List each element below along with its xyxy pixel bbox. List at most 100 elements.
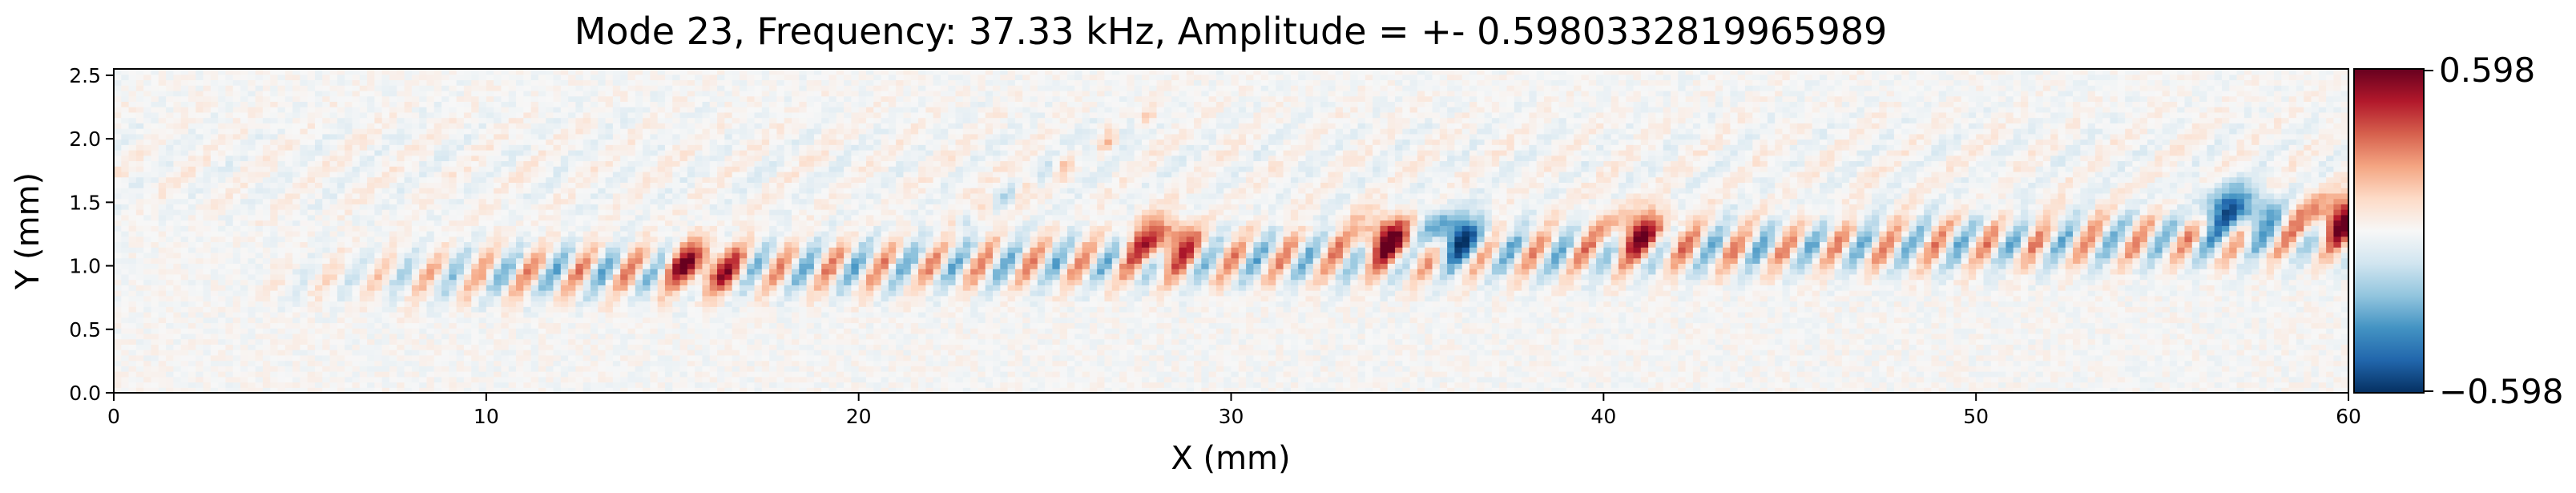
- heatmap-cell: [1030, 344, 1038, 350]
- heatmap-cell: [1990, 350, 1999, 356]
- heatmap-cell: [1841, 333, 1850, 340]
- heatmap-cell: [1328, 376, 1336, 383]
- heatmap-cell: [1215, 366, 1224, 372]
- heatmap-cell: [1477, 344, 1486, 350]
- heatmap-cell: [1215, 382, 1224, 388]
- heatmap-cell: [203, 360, 212, 366]
- heatmap-cell: [1335, 312, 1344, 318]
- heatmap-cell: [1707, 366, 1716, 372]
- heatmap-cell: [792, 328, 800, 334]
- heatmap-cell: [2221, 312, 2230, 318]
- heatmap-cell: [1968, 360, 1977, 366]
- heatmap-cell: [1045, 322, 1053, 329]
- heatmap-cell: [494, 382, 502, 388]
- heatmap-cell: [1134, 366, 1143, 372]
- heatmap-cell: [329, 366, 338, 372]
- heatmap-cell: [1342, 366, 1351, 372]
- heatmap-cell: [1834, 344, 1843, 350]
- heatmap-cell: [2094, 328, 2103, 334]
- heatmap-cell: [940, 376, 949, 383]
- heatmap-cell: [1536, 306, 1545, 313]
- heatmap-cell: [747, 317, 756, 324]
- heatmap-cell: [180, 317, 189, 324]
- heatmap-cell: [1409, 371, 1418, 378]
- heatmap-cell: [1402, 344, 1411, 350]
- heatmap-cell: [1134, 322, 1143, 329]
- heatmap-cell: [1671, 366, 1679, 372]
- heatmap-cell: [739, 301, 748, 307]
- heatmap-cell: [1529, 344, 1538, 350]
- heatmap-cell: [1522, 387, 1530, 393]
- heatmap-cell: [903, 387, 912, 393]
- heatmap-cell: [1990, 387, 1999, 393]
- heatmap-cell: [1514, 322, 1522, 329]
- heatmap-cell: [187, 328, 196, 334]
- heatmap-cell: [1268, 322, 1276, 329]
- heatmap-cell: [1097, 366, 1106, 372]
- heatmap-cell: [650, 312, 659, 318]
- heatmap-cell: [2065, 387, 2074, 393]
- heatmap-cell: [284, 366, 293, 372]
- heatmap-cell: [2050, 328, 2059, 334]
- heatmap-cell: [2125, 317, 2133, 324]
- heatmap-cell: [2132, 387, 2141, 393]
- heatmap-cell: [546, 360, 554, 366]
- heatmap-cell: [2117, 333, 2126, 340]
- heatmap-cell: [523, 382, 532, 388]
- heatmap-cell: [739, 317, 748, 324]
- heatmap-cell: [158, 333, 167, 340]
- heatmap-cell: [1671, 333, 1679, 340]
- heatmap-cell: [433, 371, 442, 378]
- heatmap-cell: [1312, 360, 1321, 366]
- heatmap-cell: [568, 338, 576, 345]
- heatmap-cell: [910, 328, 919, 334]
- heatmap-cell: [433, 338, 442, 345]
- heatmap-cell: [1156, 366, 1165, 372]
- heatmap-cell: [1045, 338, 1053, 345]
- heatmap-cell: [359, 301, 368, 307]
- heatmap-cell: [1380, 371, 1389, 378]
- heatmap-cell: [411, 301, 420, 307]
- heatmap-cell: [739, 387, 748, 393]
- heatmap-cell: [1953, 371, 1962, 378]
- heatmap-cell: [993, 301, 1001, 307]
- heatmap-cell: [1879, 350, 1888, 356]
- heatmap-cell: [903, 344, 912, 350]
- heatmap-cell: [1223, 328, 1232, 334]
- heatmap-cell: [583, 306, 591, 313]
- heatmap-cell: [1968, 354, 1977, 362]
- heatmap-cell: [724, 350, 733, 356]
- heatmap-cell: [1655, 306, 1664, 313]
- heatmap-cell: [1864, 360, 1873, 366]
- heatmap-cell: [1104, 301, 1113, 307]
- heatmap-cell: [187, 382, 196, 388]
- heatmap-cell: [381, 360, 390, 366]
- heatmap-cell: [955, 344, 964, 350]
- heatmap-cell: [2311, 350, 2320, 356]
- heatmap-cell: [1328, 354, 1336, 362]
- heatmap-cell: [1373, 360, 1381, 366]
- heatmap-cell: [1454, 301, 1463, 307]
- heatmap-cell: [568, 350, 576, 356]
- heatmap-cell: [1522, 382, 1530, 388]
- heatmap-cell: [1983, 376, 1992, 383]
- heatmap-cell: [337, 366, 345, 372]
- heatmap-cell: [1849, 382, 1858, 388]
- heatmap-cell: [218, 333, 227, 340]
- heatmap-cell: [1141, 376, 1150, 383]
- heatmap-cell: [2221, 360, 2230, 366]
- heatmap-cell: [1752, 322, 1761, 329]
- heatmap-cell: [1551, 376, 1560, 383]
- heatmap-cell: [1909, 371, 1917, 378]
- heatmap-cell: [2035, 382, 2044, 388]
- heatmap-cell: [1194, 328, 1202, 334]
- heatmap-cell: [1744, 354, 1753, 362]
- heatmap-cell: [1111, 360, 1120, 366]
- heatmap-cell: [1856, 317, 1865, 324]
- heatmap-cell: [1603, 382, 1612, 388]
- heatmap-cell: [1648, 350, 1657, 356]
- heatmap-cell: [232, 382, 241, 388]
- heatmap-cell: [2020, 350, 2029, 356]
- heatmap-cell: [1953, 387, 1962, 393]
- heatmap-cell: [1633, 360, 1642, 366]
